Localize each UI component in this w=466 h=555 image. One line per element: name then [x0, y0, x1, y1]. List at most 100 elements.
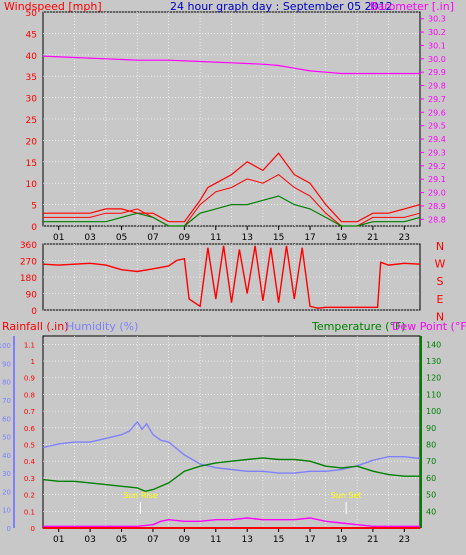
wind-axis-label: Windspeed [mph] — [4, 0, 102, 13]
temperature-line — [42, 457, 420, 493]
humidity-tick-label: 70 — [2, 397, 11, 405]
barometer-tick-label: 30.0 — [428, 55, 446, 64]
dewpoint-axis-label: Dew Point (°F) — [392, 320, 466, 333]
compass-label: N — [436, 310, 444, 323]
rainfall-axis-label: Rainfall (.in) — [2, 320, 69, 333]
sun-annotations: Sun Rise Sun Set — [123, 491, 362, 514]
climate-x-tick-label: 23 — [399, 535, 410, 545]
temperature-tick-label: 130 — [426, 357, 441, 366]
gust-line — [43, 152, 421, 223]
barometer-tick-label: 29.8 — [428, 82, 446, 91]
rain-humidity-temperature-panel: 00.10.20.30.40.50.60.70.80.911.1 0102030… — [0, 320, 466, 545]
wind-tick-label: 30 — [26, 95, 38, 105]
barometer-axis-ticks: 28.8 28.9 29.0 29.1 29.2 29.3 29.4 29.5 29.6 29.7… — [420, 15, 446, 224]
wind-tick-label: 5 — [31, 202, 37, 212]
wind-tick-label: 25 — [26, 116, 37, 126]
direction-tick-label: 90 — [26, 291, 38, 301]
wind-average-line — [43, 195, 421, 227]
rainfall-tick-label: 0.4 — [24, 458, 36, 466]
humidity-tick-label: 40 — [2, 452, 11, 460]
direction-series — [42, 245, 421, 309]
barometer-tick-label: 29.1 — [428, 175, 446, 184]
humidity-tick-label: 0 — [7, 525, 11, 533]
barometer-tick-label: 29.4 — [428, 135, 446, 144]
wind-tick-label: 45 — [26, 30, 37, 40]
wind-x-ticks: 01 03 05 07 09 11 13 15 17 19 21 23 — [53, 226, 410, 243]
wind-x-tick-label: 09 — [179, 233, 191, 243]
humidity-tick-label: 90 — [2, 360, 11, 368]
temperature-tick-label: 70 — [426, 457, 436, 466]
humidity-tick-label: 60 — [2, 415, 11, 423]
sun-annotation-label: Sun Set — [331, 491, 362, 500]
direction-tick-label: 360 — [20, 241, 37, 251]
barometer-tick-label: 29.2 — [428, 162, 446, 171]
humidity-axis-label: Humidity (%) — [66, 320, 138, 333]
climate-x-tick-label: 09 — [179, 535, 191, 545]
rainfall-tick-label: 0.5 — [24, 442, 35, 450]
rainfall-axis-ticks: 0 0.1 0.2 0.3 0.4 0.5 0.6 0.7 0.8 0.9 1 1.1 — [24, 341, 36, 533]
wind-x-tick-label: 21 — [367, 233, 378, 243]
wind-x-tick-label: 15 — [273, 233, 284, 243]
wind-tick-label: 10 — [26, 180, 38, 190]
wind-axis-ticks: 0 5 10 15 20 25 30 35 40 45 50 — [26, 9, 38, 233]
temperature-axis-label: Temperature (°F) — [311, 320, 406, 333]
temperature-tick-label: 120 — [426, 374, 441, 383]
climate-x-tick-label: 15 — [273, 535, 284, 545]
direction-tick-label: 270 — [20, 258, 37, 268]
climate-series — [42, 420, 421, 529]
humidity-line — [42, 420, 421, 474]
climate-x-tick-label: 01 — [53, 535, 64, 545]
temperature-tick-label: 140 — [426, 340, 441, 349]
temperature-tick-label: 50 — [426, 491, 436, 500]
wind-x-tick-label: 17 — [304, 233, 315, 243]
barometer-tick-label: 29.0 — [428, 189, 446, 198]
wind-tick-label: 20 — [26, 137, 38, 147]
wind-x-tick-label: 01 — [53, 233, 64, 243]
climate-x-tick-label: 17 — [304, 535, 315, 545]
rainfall-tick-label: 1 — [31, 358, 35, 366]
direction-tick-label: 0 — [31, 307, 37, 317]
temperature-tick-label: 100 — [426, 407, 441, 416]
rainfall-tick-label: 1.1 — [24, 341, 35, 349]
wind-x-tick-label: 07 — [147, 233, 158, 243]
barometer-tick-label: 30.2 — [428, 28, 446, 37]
temperature-tick-label: 90 — [426, 424, 436, 433]
rainfall-tick-label: 0.7 — [24, 408, 35, 416]
wind-tick-label: 0 — [31, 223, 37, 233]
humidity-tick-label: 30 — [2, 470, 11, 478]
compass-label: E — [437, 293, 444, 306]
climate-x-tick-label: 07 — [147, 535, 158, 545]
temperature-tick-label: 110 — [426, 390, 441, 399]
wind-tick-label: 40 — [26, 52, 38, 62]
climate-x-tick-label: 13 — [241, 535, 252, 545]
humidity-tick-label: 80 — [2, 379, 11, 387]
barometer-tick-label: 30.3 — [428, 15, 446, 24]
dewpoint-line — [43, 517, 420, 527]
barometer-tick-label: 29.6 — [428, 108, 446, 117]
temperature-axis-ticks: 40 50 60 70 80 90 100 110 120 130 140 — [420, 336, 441, 528]
barometer-tick-label: 30.1 — [428, 41, 446, 50]
barometer-tick-label: 29.3 — [428, 148, 446, 157]
wind-tick-label: 15 — [26, 159, 37, 169]
barometer-axis-label: Barometer [.in] — [370, 0, 454, 13]
wind-x-tick-label: 05 — [116, 233, 127, 243]
climate-x-tick-label: 03 — [84, 535, 95, 545]
climate-x-ticks: 01 03 05 07 09 11 13 15 17 19 21 23 — [53, 528, 410, 545]
humidity-tick-label: 10 — [2, 507, 11, 515]
temperature-tick-label: 80 — [426, 441, 436, 450]
rainfall-tick-label: 0.9 — [24, 375, 35, 383]
direction-axis-ticks: 0 90 180 270 360 — [20, 241, 37, 317]
compass-label: N — [436, 240, 444, 253]
climate-x-tick-label: 11 — [210, 535, 221, 545]
humidity-tick-label: 20 — [2, 488, 11, 496]
sun-annotation-label: Sun Rise — [123, 491, 158, 500]
barometer-tick-label: 29.5 — [428, 122, 446, 131]
wind-x-tick-label: 19 — [336, 233, 348, 243]
humidity-axis-ticks: 0 10 20 30 40 50 60 70 80 90 100 — [0, 336, 15, 533]
wind-x-tick-label: 03 — [84, 233, 95, 243]
humidity-tick-label: 100 — [0, 342, 11, 350]
